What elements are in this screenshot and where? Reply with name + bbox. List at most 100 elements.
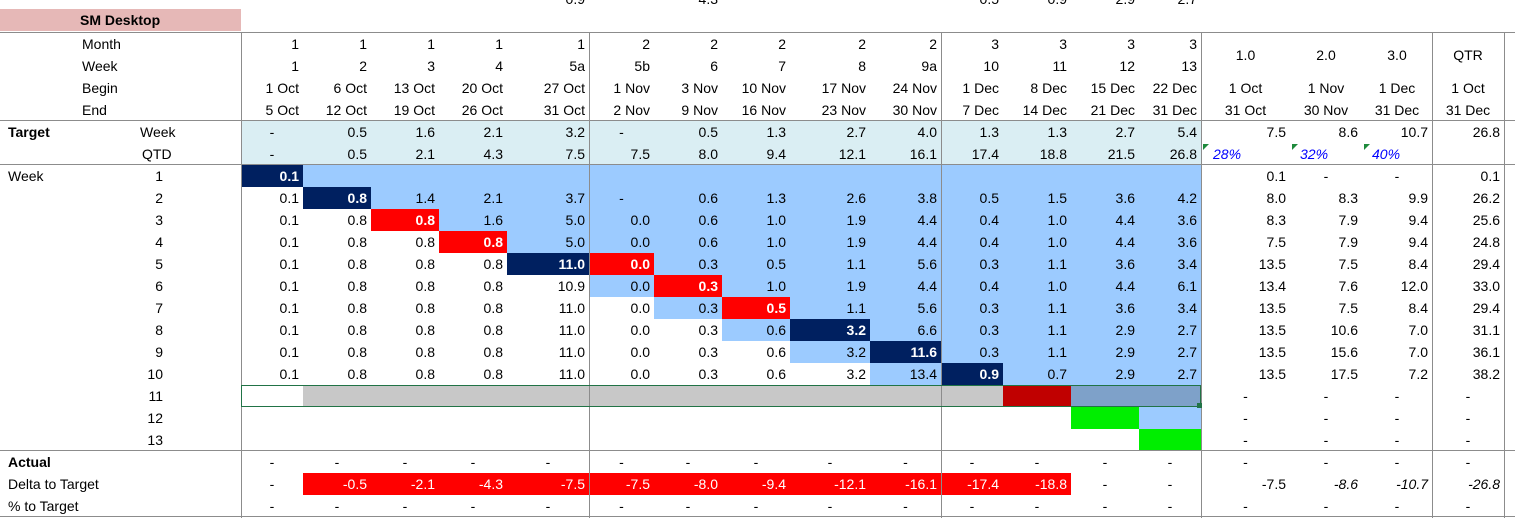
week-summary[interactable]: 7.0 — [1408, 344, 1428, 360]
week-summary[interactable]: 13.4 — [1258, 278, 1286, 294]
header-label-month[interactable]: Month — [82, 36, 121, 52]
delta-value[interactable]: -8.0 — [693, 476, 718, 492]
delta-value[interactable]: -9.4 — [761, 476, 786, 492]
week-value[interactable]: 4.4 — [917, 278, 937, 294]
target-qtd[interactable]: 0.5 — [347, 146, 367, 162]
header-end[interactable]: 26 Oct — [461, 102, 503, 118]
week-value[interactable]: 0.0 — [630, 212, 650, 228]
header-month[interactable]: 1 — [495, 36, 503, 52]
actual-summary[interactable]: - — [1323, 454, 1329, 470]
week-summary[interactable]: 26.2 — [1472, 190, 1500, 206]
week-value[interactable]: 1.0 — [1047, 278, 1067, 294]
week-summary[interactable]: 8.3 — [1338, 190, 1358, 206]
partial-value[interactable]: 0.5 — [941, 0, 1003, 10]
week-value[interactable]: 0.6 — [698, 190, 718, 206]
week-summary[interactable]: - — [1394, 388, 1400, 404]
header-begin[interactable]: 1 Dec — [962, 80, 999, 96]
delta-value[interactable]: -4.3 — [478, 476, 503, 492]
week-summary[interactable]: 7.6 — [1338, 278, 1358, 294]
delta-summary[interactable]: -26.8 — [1468, 476, 1500, 492]
week-value[interactable]: 0.8 — [415, 300, 435, 316]
target-qtd[interactable]: - — [269, 146, 275, 162]
week-value[interactable]: 0.8 — [483, 322, 503, 338]
target-week[interactable]: 2.7 — [1115, 124, 1135, 140]
target-week[interactable]: 2.1 — [483, 124, 503, 140]
target-week[interactable]: 5.4 — [1177, 124, 1197, 140]
week-value[interactable]: 2.7 — [1177, 322, 1197, 338]
target-qtd[interactable]: 12.1 — [838, 146, 866, 162]
week-summary[interactable]: - — [1465, 410, 1471, 426]
header-week[interactable]: 1 — [291, 58, 299, 74]
week-value[interactable]: 10.9 — [557, 278, 585, 294]
week-value[interactable]: 0.8 — [415, 322, 435, 338]
week-value[interactable]: 2.9 — [1115, 366, 1135, 382]
week-value[interactable]: 0.0 — [630, 234, 650, 250]
pct-value[interactable]: - — [334, 498, 340, 514]
pct-value[interactable]: - — [1102, 498, 1108, 514]
header-label-end[interactable]: End — [82, 102, 107, 118]
header-week[interactable]: 10 — [983, 58, 999, 74]
week-value[interactable]: 0.5 — [979, 190, 999, 206]
sheet-title[interactable]: SM Desktop — [80, 12, 161, 28]
pct-summary[interactable]: - — [1465, 498, 1471, 514]
week-value[interactable]: 0.8 — [483, 344, 503, 360]
header-begin[interactable]: 3 Nov — [681, 80, 718, 96]
week-value[interactable]: 1.1 — [1047, 322, 1067, 338]
week-value[interactable]: 5.6 — [917, 300, 937, 316]
delta-value[interactable]: -18.8 — [1035, 476, 1067, 492]
week-number[interactable]: 8 — [155, 322, 163, 338]
week-value[interactable]: 3.6 — [1177, 212, 1197, 228]
week-value[interactable]: 0.1 — [279, 234, 299, 250]
summary-header[interactable]: 2.0 — [1316, 47, 1336, 63]
target-week[interactable]: 1.6 — [415, 124, 435, 140]
target-qtd[interactable]: 18.8 — [1039, 146, 1067, 162]
week-summary[interactable]: 13.5 — [1258, 366, 1286, 382]
week-value[interactable]: 0.8 — [415, 256, 435, 272]
week-summary[interactable]: 7.5 — [1266, 234, 1286, 250]
week-value[interactable]: 0.8 — [347, 278, 367, 294]
week-value[interactable]: 0.0 — [630, 300, 650, 316]
header-month[interactable]: 3 — [991, 36, 999, 52]
pct-summary[interactable]: - — [1243, 498, 1248, 514]
week-value[interactable]: 3.2 — [846, 322, 866, 338]
week-value[interactable]: 1.3 — [766, 190, 786, 206]
target-week-summary[interactable]: 8.6 — [1338, 124, 1358, 140]
header-begin[interactable]: 27 Oct — [543, 80, 585, 96]
week-value[interactable]: 0.0 — [630, 344, 650, 360]
week-summary[interactable]: - — [1323, 432, 1329, 448]
week-value[interactable]: 0.6 — [698, 234, 718, 250]
week-value[interactable]: 1.1 — [846, 300, 866, 316]
week-summary[interactable]: 38.2 — [1472, 366, 1500, 382]
header-week[interactable]: 3 — [427, 58, 435, 74]
week-summary[interactable]: 7.5 — [1338, 300, 1358, 316]
pct-value[interactable]: - — [1167, 498, 1173, 514]
week-value[interactable]: 11.0 — [558, 344, 585, 360]
delta-summary[interactable]: -7.5 — [1261, 476, 1286, 492]
week-value[interactable]: 1.6 — [483, 212, 503, 228]
pct-value[interactable]: - — [402, 498, 408, 514]
header-month[interactable]: 1 — [291, 36, 299, 52]
week-value[interactable]: 0.3 — [979, 322, 999, 338]
target-qtd[interactable]: 7.5 — [565, 146, 585, 162]
header-end[interactable]: 31 Dec — [1152, 102, 1197, 118]
weeks-label[interactable]: Week — [8, 168, 44, 184]
summary-begin[interactable]: 1 Oct — [1451, 80, 1485, 96]
week-number[interactable]: 5 — [155, 256, 163, 272]
summary-end[interactable]: 31 Oct — [1224, 102, 1267, 118]
target-pct[interactable]: 32% — [1300, 146, 1329, 162]
pct-value[interactable]: - — [827, 498, 833, 514]
delta-value[interactable]: -12.1 — [834, 476, 866, 492]
target-week[interactable]: 4.0 — [917, 124, 937, 140]
week-value[interactable]: 0.1 — [279, 212, 299, 228]
week-number[interactable]: 12 — [147, 410, 163, 426]
week-value[interactable]: 0.3 — [698, 278, 718, 294]
delta-summary[interactable]: -10.7 — [1396, 476, 1428, 492]
week-number[interactable]: 1 — [155, 168, 163, 184]
target-week[interactable]: 0.5 — [698, 124, 718, 140]
actual-summary[interactable]: - — [1243, 454, 1248, 470]
week-summary[interactable]: 7.2 — [1408, 366, 1428, 382]
header-end[interactable]: 31 Oct — [543, 102, 585, 118]
delta-value[interactable]: -16.1 — [905, 476, 937, 492]
header-month[interactable]: 2 — [778, 36, 786, 52]
week-value[interactable]: 0.8 — [483, 366, 503, 382]
